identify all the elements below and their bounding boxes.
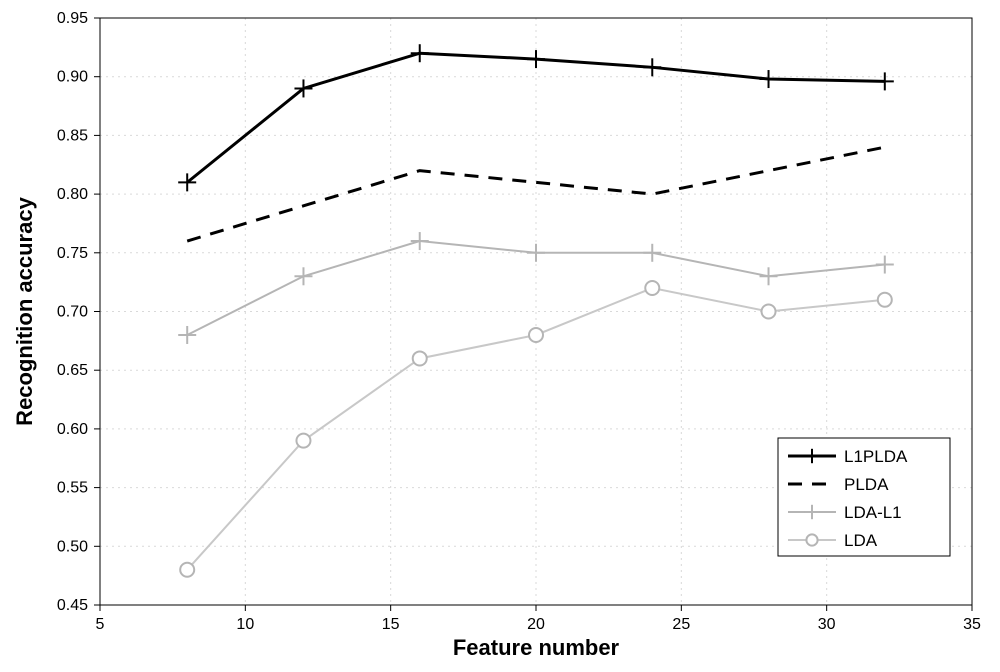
y-tick-label: 0.45 [57,597,88,614]
x-axis-label: Feature number [453,635,620,660]
legend-label: LDA-L1 [844,503,902,522]
x-tick-label: 5 [96,616,105,633]
legend-label: L1PLDA [844,447,908,466]
y-tick-label: 0.65 [57,362,88,379]
y-tick-label: 0.85 [57,127,88,144]
x-tick-label: 10 [236,616,254,633]
x-tick-label: 20 [527,616,545,633]
chart-svg: 5 10 15 20 25 30 35 0.45 0.50 0.55 0.60 0.65 0.70 0.7… [0,0,1000,672]
y-tick-label: 0.80 [57,186,88,203]
y-tick-label: 0.55 [57,480,88,497]
x-tick-label: 35 [963,616,981,633]
y-tick-label: 0.60 [57,421,88,438]
legend-label: PLDA [844,475,889,494]
y-tick-label: 0.50 [57,538,88,555]
chart-container: 5 10 15 20 25 30 35 0.45 0.50 0.55 0.60 0.65 0.70 0.7… [0,0,1000,672]
legend-label: LDA [844,531,878,550]
y-tick-label: 0.90 [57,69,88,86]
x-tick-label: 25 [672,616,690,633]
x-tick-label: 30 [818,616,836,633]
y-tick-label: 0.95 [57,10,88,27]
y-axis-label: Recognition accuracy [12,196,37,425]
y-tick-label: 0.70 [57,304,88,321]
y-tick-label: 0.75 [57,245,88,262]
x-tick-label: 15 [382,616,400,633]
